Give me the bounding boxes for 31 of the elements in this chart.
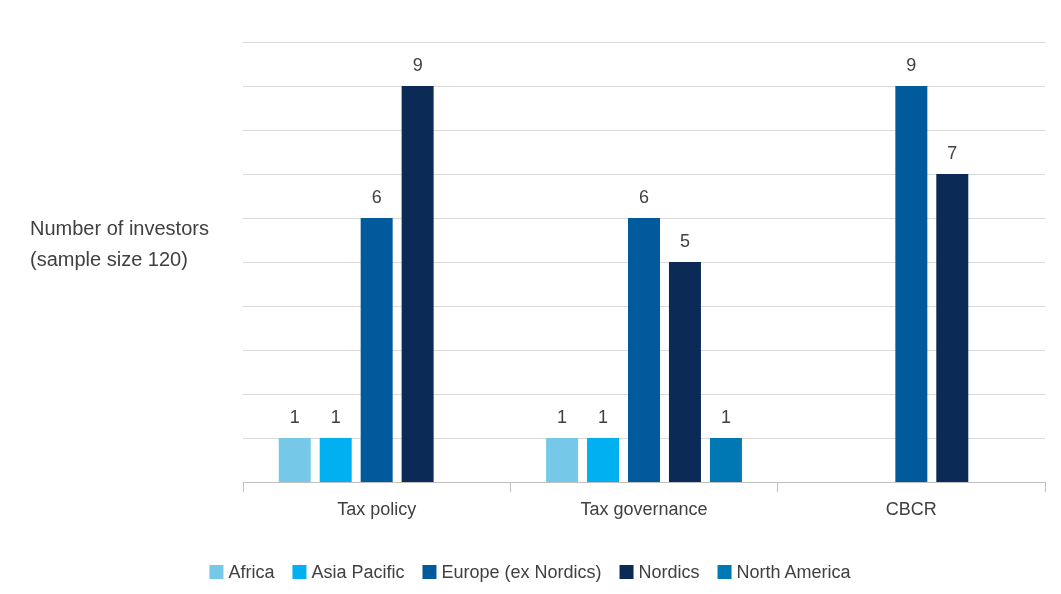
data-label: 6 [638, 187, 650, 207]
legend-label: Africa [228, 562, 276, 582]
y-axis-title: Number of investors (sample size 120) [30, 216, 215, 270]
x-tick-label: Tax policy [337, 499, 417, 519]
data-label: 1 [720, 407, 731, 427]
bar [278, 438, 311, 482]
data-label: 7 [947, 143, 958, 163]
data-label: 9 [412, 55, 423, 75]
bar [936, 174, 969, 482]
data-label: 1 [289, 407, 300, 427]
bar [628, 218, 660, 482]
data-label: 1 [598, 407, 609, 427]
x-tick-label: CBCR [885, 499, 937, 519]
data-label: 1 [330, 407, 341, 427]
legend-label: Asia Pacific [311, 562, 405, 582]
bar [895, 86, 928, 482]
bar [401, 86, 434, 482]
x-tick-label: Tax governance [580, 499, 708, 519]
bar [668, 262, 701, 482]
data-label: 1 [557, 407, 568, 427]
data-label: 6 [371, 187, 382, 207]
data-label: 9 [906, 55, 917, 75]
data-label: 5 [679, 231, 690, 251]
bar [709, 438, 742, 482]
bar [319, 438, 352, 482]
legend-label: Europe (ex Nordics) [441, 562, 602, 582]
bar [360, 218, 393, 482]
legend-label: North America [736, 562, 852, 582]
legend-label: Nordics [638, 562, 700, 582]
bar [546, 438, 579, 482]
bar [587, 438, 620, 482]
